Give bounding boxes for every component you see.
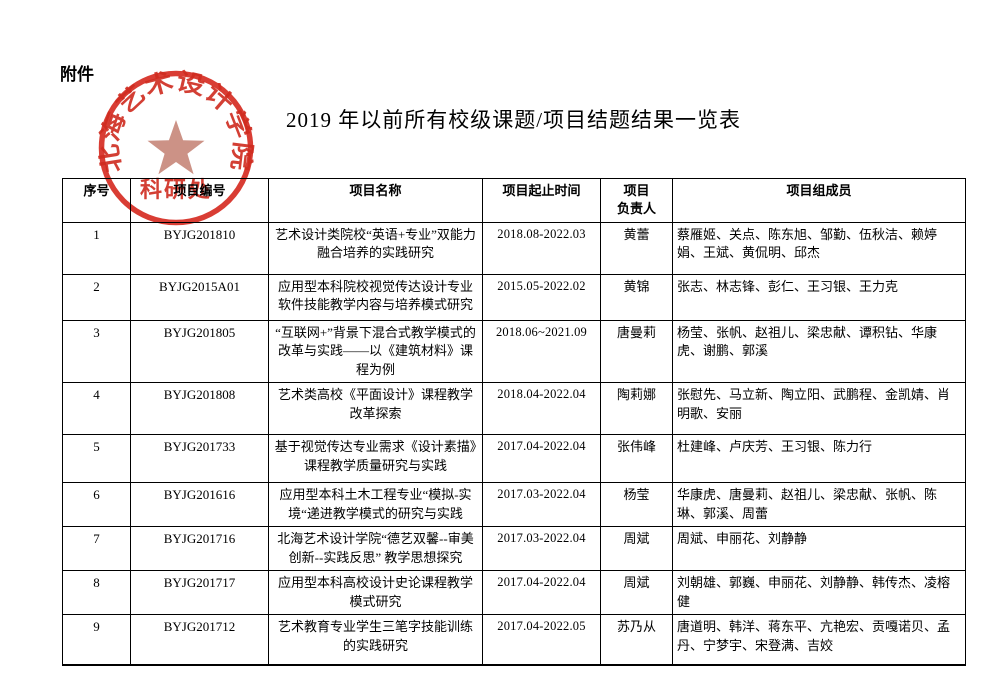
- cell-leader: 苏乃从: [600, 614, 673, 666]
- cell-members: 蔡雁姬、关点、陈东旭、邹勤、伍秋洁、赖婷娟、王斌、黄侃明、邱杰: [672, 222, 966, 275]
- cell-no: 8: [62, 570, 131, 616]
- cell-leader: 唐曼莉: [600, 319, 673, 384]
- cell-no: 2: [62, 274, 131, 321]
- table-row: 2 BYJG2015A01 应用型本科院校视觉传达设计专业软件技能教学内容与培养…: [62, 274, 966, 321]
- cell-code: BYJG201808: [130, 382, 269, 436]
- cell-code: BYJG2015A01: [130, 274, 269, 321]
- cell-no: 6: [62, 482, 131, 528]
- cell-code: BYJG201805: [130, 319, 269, 384]
- table-row: 3 BYJG201805 “互联网+”背景下混合式教学模式的改革与实践——以《建…: [62, 319, 966, 384]
- table-row: 9 BYJG201712 艺术教育专业学生三笔字技能训练的实践研究 2017.0…: [62, 614, 966, 666]
- cell-members: 华康虎、唐曼莉、赵祖儿、梁忠献、张帆、陈琳、郭溪、周蕾: [672, 482, 966, 528]
- cell-members: 唐道明、韩洋、蒋东平、亢艳宏、贡嘎诺贝、孟丹、宁梦宇、宋登满、吉姣: [672, 614, 966, 666]
- cell-no: 5: [62, 434, 131, 484]
- table-row: 8 BYJG201717 应用型本科高校设计史论课程教学模式研究 2017.04…: [62, 570, 966, 616]
- cell-leader: 黄蕾: [600, 222, 673, 275]
- cell-code: BYJG201712: [130, 614, 269, 666]
- cell-period: 2017.04-2022.05: [482, 614, 601, 666]
- page-title: 2019 年以前所有校级课题/项目结题结果一览表: [285, 108, 742, 132]
- cell-period: 2015.05-2022.02: [482, 274, 601, 321]
- table-row: 1 BYJG201810 艺术设计类院校“英语+专业”双能力融合培养的实践研究 …: [62, 222, 966, 275]
- cell-name: 应用型本科土木工程专业“模拟-实境“递进教学模式的研究与实践: [268, 482, 483, 528]
- cell-period: 2017.03-2022.04: [482, 526, 601, 572]
- cell-name: “互联网+”背景下混合式教学模式的改革与实践——以《建筑材料》课程为例: [268, 319, 483, 384]
- attachment-label: 附件: [60, 65, 94, 84]
- cell-name: 应用型本科高校设计史论课程教学模式研究: [268, 570, 483, 616]
- cell-no: 1: [62, 222, 131, 275]
- cell-period: 2017.04-2022.04: [482, 570, 601, 616]
- header-cell-leader: 项目 负责人: [600, 178, 673, 223]
- cell-no: 3: [62, 319, 131, 384]
- cell-members: 张慰先、马立新、陶立阳、武鹏程、金凯婧、肖明歌、安丽: [672, 382, 966, 436]
- cell-no: 7: [62, 526, 131, 572]
- cell-members: 杜建峰、卢庆芳、王习银、陈力行: [672, 434, 966, 484]
- cell-code: BYJG201733: [130, 434, 269, 484]
- results-table: 序号 项目编号 项目名称 项目起止时间 项目 负责人 项目组成员 1 BYJG2…: [62, 178, 966, 666]
- cell-no: 9: [62, 614, 131, 666]
- cell-leader: 周斌: [600, 526, 673, 572]
- cell-name: 北海艺术设计学院“德艺双馨--审美创新--实践反思” 教学思想探究: [268, 526, 483, 572]
- table-row: 7 BYJG201716 北海艺术设计学院“德艺双馨--审美创新--实践反思” …: [62, 526, 966, 572]
- cell-name: 应用型本科院校视觉传达设计专业软件技能教学内容与培养模式研究: [268, 274, 483, 321]
- cell-name: 艺术类高校《平面设计》课程教学改革探索: [268, 382, 483, 436]
- cell-name: 艺术教育专业学生三笔字技能训练的实践研究: [268, 614, 483, 666]
- cell-period: 2017.04-2022.04: [482, 434, 601, 484]
- header-cell-members: 项目组成员: [672, 178, 966, 223]
- table-header-row: 序号 项目编号 项目名称 项目起止时间 项目 负责人 项目组成员: [62, 178, 966, 223]
- cell-period: 2018.08-2022.03: [482, 222, 601, 275]
- cell-period: 2018.06~2021.09: [482, 319, 601, 384]
- table-row: 4 BYJG201808 艺术类高校《平面设计》课程教学改革探索 2018.04…: [62, 382, 966, 436]
- cell-leader: 黄锦: [600, 274, 673, 321]
- cell-members: 刘朝雄、郭巍、申丽花、刘静静、韩传杰、凌榕健: [672, 570, 966, 616]
- cell-code: BYJG201810: [130, 222, 269, 275]
- cell-members: 周斌、申丽花、刘静静: [672, 526, 966, 572]
- cell-name: 基于视觉传达专业需求《设计素描》课程教学质量研究与实践: [268, 434, 483, 484]
- table-row: 6 BYJG201616 应用型本科土木工程专业“模拟-实境“递进教学模式的研究…: [62, 482, 966, 528]
- cell-period: 2018.04-2022.04: [482, 382, 601, 436]
- cell-code: BYJG201716: [130, 526, 269, 572]
- header-cell-code: 项目编号: [130, 178, 269, 223]
- cell-members: 张志、林志锋、彭仁、王习银、王力克: [672, 274, 966, 321]
- cell-period: 2017.03-2022.04: [482, 482, 601, 528]
- cell-leader: 陶莉娜: [600, 382, 673, 436]
- cell-no: 4: [62, 382, 131, 436]
- header-cell-period: 项目起止时间: [482, 178, 601, 223]
- cell-members: 杨莹、张帆、赵祖儿、梁忠献、谭积钻、华康虎、谢鹏、郭溪: [672, 319, 966, 384]
- cell-leader: 杨莹: [600, 482, 673, 528]
- cell-code: BYJG201717: [130, 570, 269, 616]
- cell-leader: 张伟峰: [600, 434, 673, 484]
- cell-name: 艺术设计类院校“英语+专业”双能力融合培养的实践研究: [268, 222, 483, 275]
- header-cell-name: 项目名称: [268, 178, 483, 223]
- cell-leader: 周斌: [600, 570, 673, 616]
- table-row: 5 BYJG201733 基于视觉传达专业需求《设计素描》课程教学质量研究与实践…: [62, 434, 966, 484]
- header-cell-no: 序号: [62, 178, 131, 223]
- cell-code: BYJG201616: [130, 482, 269, 528]
